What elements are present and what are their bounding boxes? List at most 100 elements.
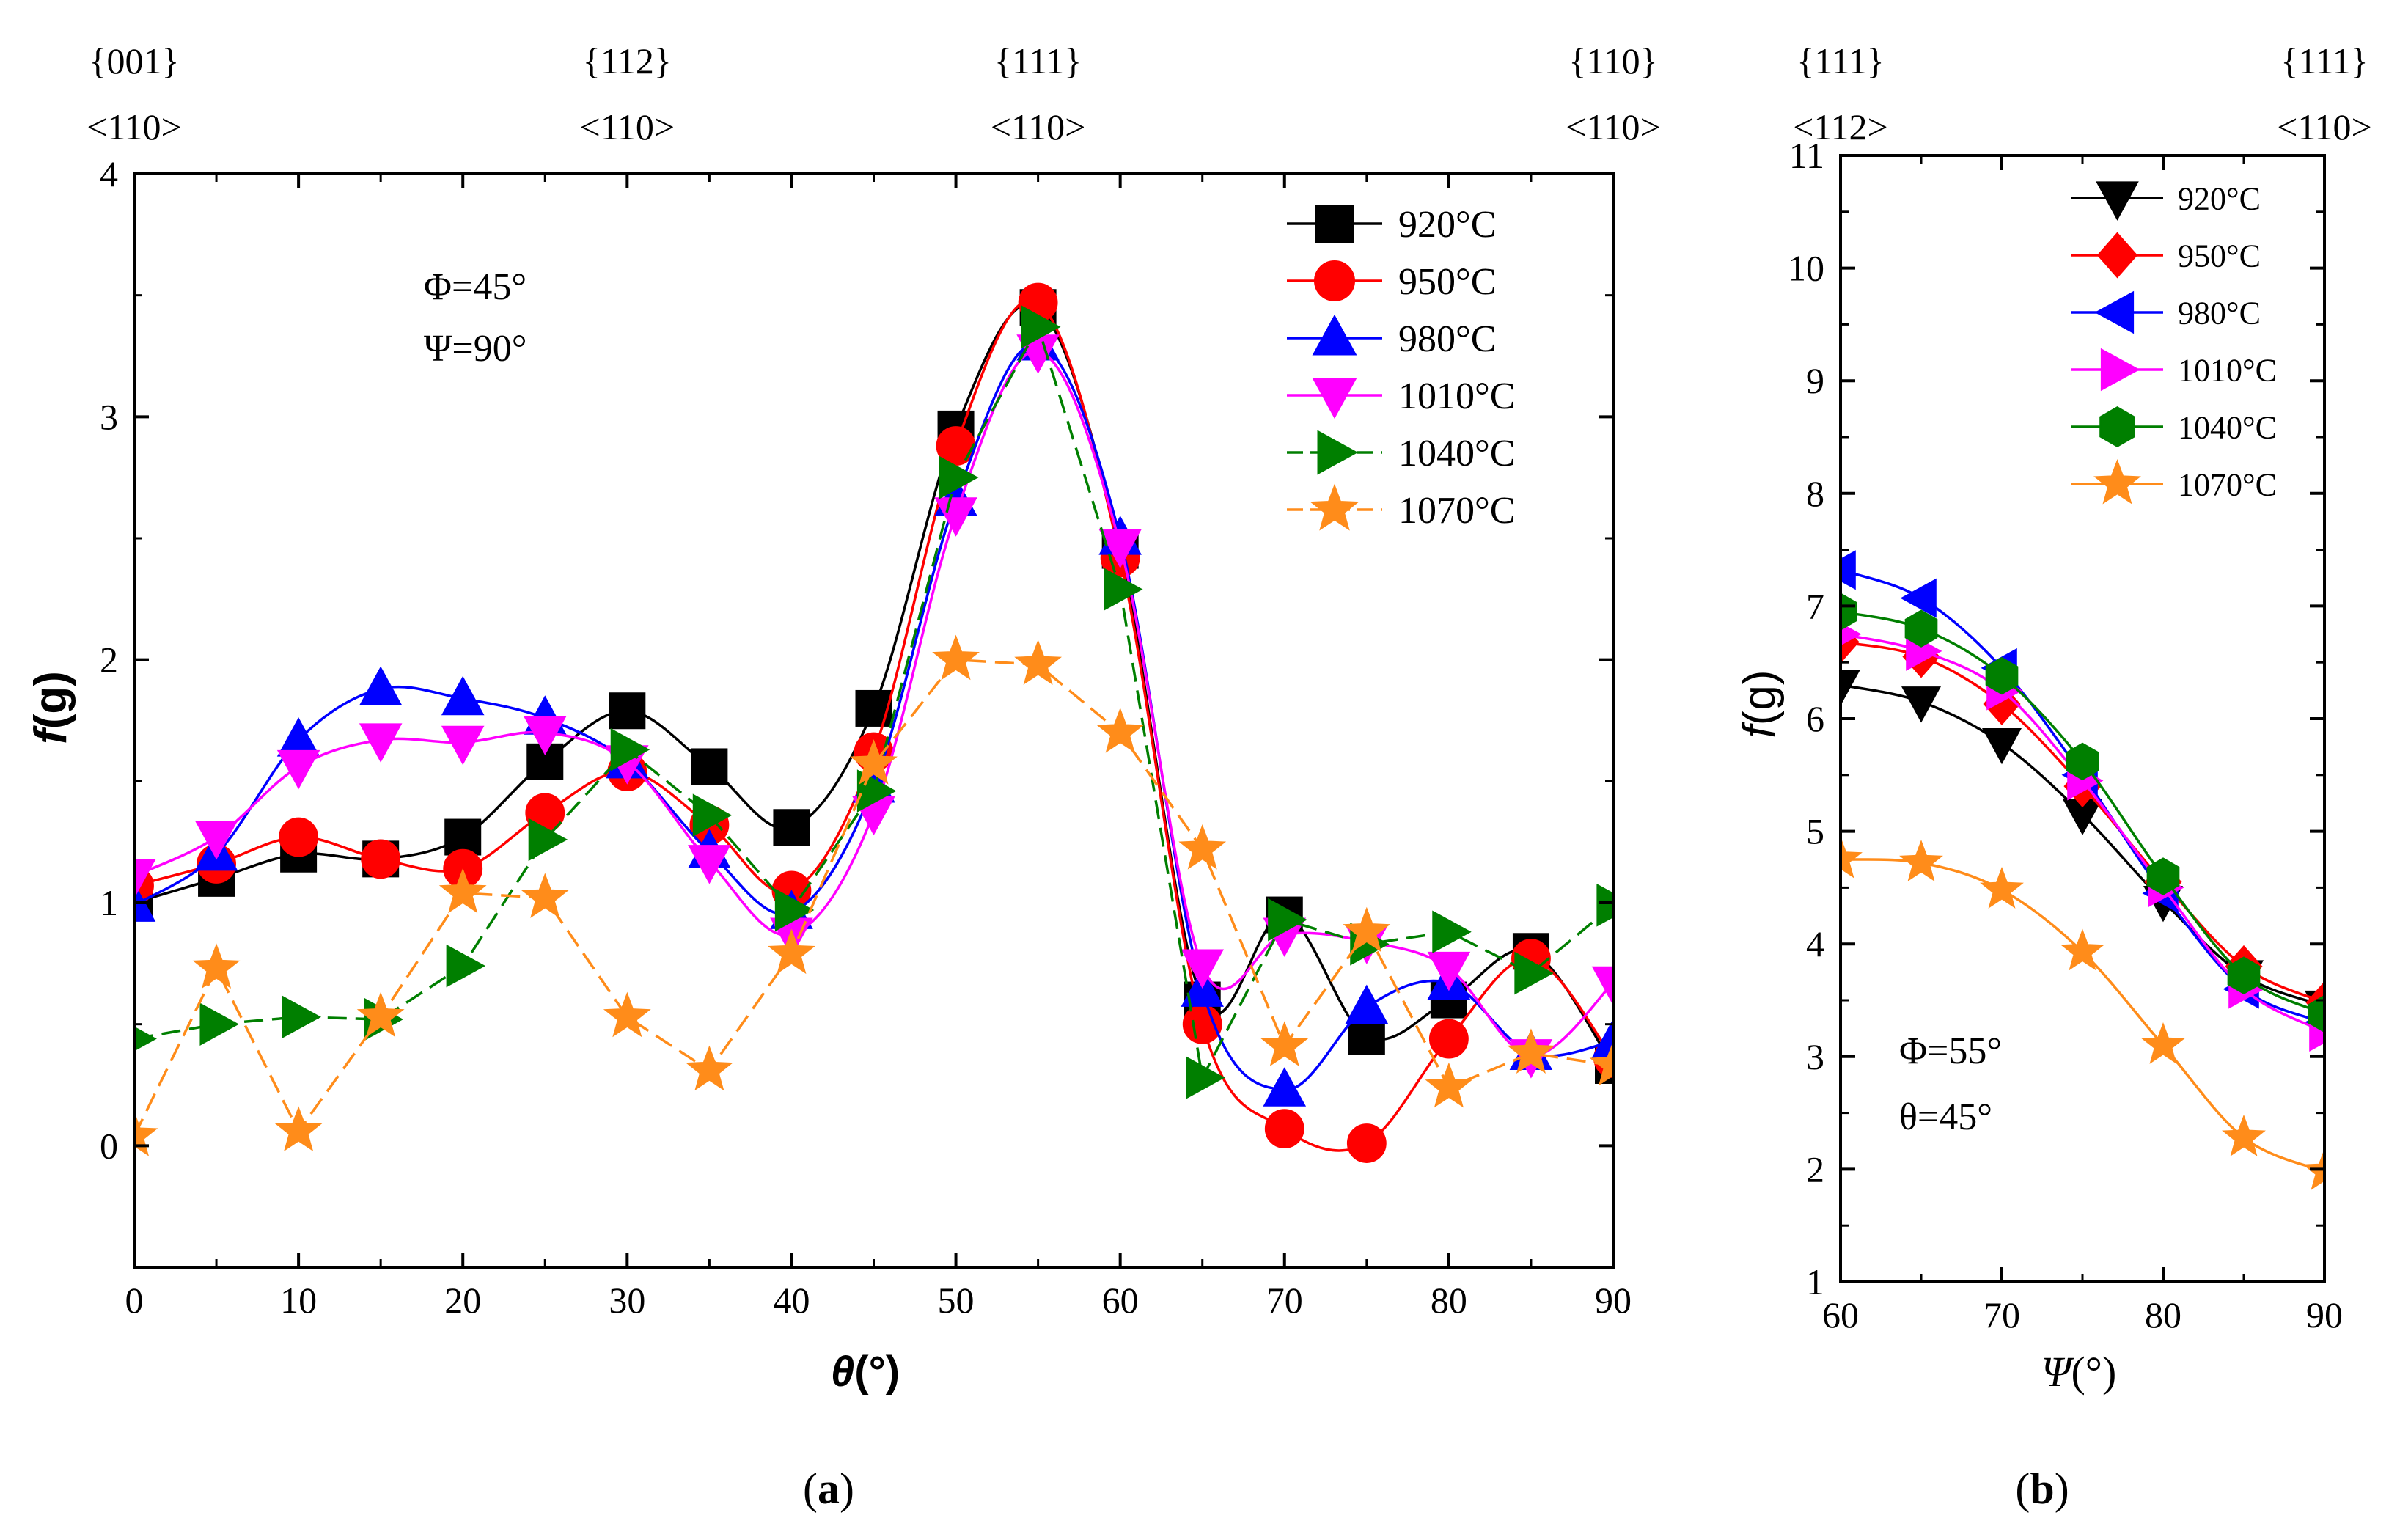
axes-a: 0 10 20 30 40 50 60 70 80 90 0 1 2 3 4 xyxy=(100,153,1632,1321)
top-label-direction-a: <110> xyxy=(87,106,182,147)
data-point-a-1070 xyxy=(1507,1028,1555,1074)
data-point-a-1040 xyxy=(199,1002,239,1046)
y-tick-label-b: 1 xyxy=(1806,1261,1824,1302)
data-point-a-920 xyxy=(773,809,810,846)
legend-item-b-1070: 1070°C xyxy=(2071,458,2277,505)
legend-marker xyxy=(1315,205,1354,243)
legend-marker xyxy=(2100,348,2140,392)
data-point-a-1010 xyxy=(276,749,320,790)
legend-label: 1040°C xyxy=(2178,409,2277,445)
legend-item-a-920: 920°C xyxy=(1287,204,1496,246)
data-point-a-1010 xyxy=(523,716,567,755)
x-tick-label-a: 70 xyxy=(1266,1280,1303,1321)
y-tick-label-b: 11 xyxy=(1789,135,1824,176)
data-point-a-1040 xyxy=(1021,305,1061,349)
data-point-a-1070 xyxy=(1589,1040,1613,1086)
data-point-b-1040 xyxy=(2146,857,2180,895)
data-point-a-1010 xyxy=(134,859,156,899)
data-point-a-1070 xyxy=(521,873,569,918)
legend-label: 1040°C xyxy=(1398,433,1515,474)
chart-panel-a: 0 10 20 30 40 50 60 70 80 90 0 1 2 3 4 {001} <110> {112}… xyxy=(26,40,1661,1513)
legend-item-b-950: 950°C xyxy=(2071,232,2261,279)
legend-label: 920°C xyxy=(2178,180,2261,216)
data-point-b-1040 xyxy=(1841,593,1857,631)
legend-label: 950°C xyxy=(1398,261,1496,303)
chart-panel-b: 60 70 80 90 1 2 3 4 5 6 7 8 9 10 11 {111} <112> {111} <11… xyxy=(1734,40,2372,1513)
data-point-a-1010 xyxy=(1427,951,1471,991)
x-tick-label-a: 30 xyxy=(609,1280,645,1321)
data-point-b-1040 xyxy=(1985,656,2019,695)
data-point-a-1040 xyxy=(939,455,979,499)
y-tick-label-b: 9 xyxy=(1806,360,1824,401)
data-point-a-1040 xyxy=(1514,951,1554,995)
legend-item-a-980: 980°C xyxy=(1287,314,1496,360)
data-point-a-1040 xyxy=(134,1026,157,1052)
data-point-a-920 xyxy=(691,748,728,785)
legend-marker xyxy=(2096,232,2138,279)
data-point-a-1070 xyxy=(1260,1021,1309,1067)
data-point-a-1010 xyxy=(1591,966,1613,1006)
legend-marker xyxy=(1310,483,1359,531)
legend-marker xyxy=(2096,181,2139,221)
x-tick-label-a: 60 xyxy=(1102,1280,1139,1321)
data-point-a-950 xyxy=(1346,1123,1387,1163)
series-b-1040 xyxy=(1841,593,2324,1033)
legend-label: 1010°C xyxy=(2178,352,2277,388)
y-tick-label-b: 5 xyxy=(1806,811,1824,852)
y-tick-label-b: 4 xyxy=(1806,923,1824,964)
panel-label-a: (a) xyxy=(803,1464,854,1513)
y-tick-label-a: 1 xyxy=(100,882,118,923)
data-point-a-950 xyxy=(1264,1109,1304,1149)
data-point-b-920 xyxy=(1982,727,2022,765)
y-tick-label-a: 4 xyxy=(100,153,118,194)
data-point-a-1040 xyxy=(1432,910,1472,954)
y-tick-label-a: 2 xyxy=(100,639,118,681)
top-orientation-labels-a: {001} <110> {112} <110> {111} <110> {110} <110> xyxy=(87,40,1661,147)
annotation-psi-a: Ψ=90° xyxy=(424,328,527,370)
x-axis-title-a: θ(°) xyxy=(831,1348,900,1396)
data-point-a-1070 xyxy=(1178,824,1227,870)
data-point-a-1040 xyxy=(528,818,568,862)
series-layer-b xyxy=(1841,550,2324,1190)
data-point-a-1070 xyxy=(274,1106,323,1152)
data-point-a-1070 xyxy=(1014,639,1062,685)
legend-item-a-1040: 1040°C xyxy=(1287,430,1515,475)
x-axis-title-b: Ψ(°) xyxy=(2041,1348,2117,1396)
top-label-plane-a: {110} xyxy=(1568,40,1657,81)
data-point-a-1070 xyxy=(356,991,405,1038)
x-tick-label-b: 60 xyxy=(1822,1294,1859,1335)
data-point-a-1010 xyxy=(359,723,403,763)
data-point-a-920 xyxy=(855,689,892,727)
data-point-a-1010 xyxy=(934,497,977,537)
legend-label: 1070°C xyxy=(2178,466,2277,502)
top-label-plane-b: {111} xyxy=(1797,40,1884,81)
legend-item-b-1010: 1010°C xyxy=(2071,348,2277,392)
top-label-direction-b: <112> xyxy=(1793,106,1888,147)
data-point-b-980 xyxy=(1900,578,1937,618)
data-point-a-1070 xyxy=(1343,906,1391,953)
series-a-1070 xyxy=(134,634,1613,1156)
data-point-a-980 xyxy=(1345,984,1389,1024)
legend-item-b-920: 920°C xyxy=(2071,180,2261,221)
data-point-a-950 xyxy=(361,839,401,879)
y-tick-label-b: 2 xyxy=(1806,1148,1824,1189)
data-point-a-950 xyxy=(279,817,319,857)
data-point-a-1070 xyxy=(932,634,980,681)
data-point-b-920 xyxy=(1841,670,1860,706)
y-axis-title-a: f(g) xyxy=(26,671,76,744)
data-point-a-1040 xyxy=(282,995,321,1039)
legend-b: 920°C 950°C 980°C 1010°C 1040°C 1070°C xyxy=(2071,180,2277,505)
data-point-a-1040 xyxy=(1104,568,1143,611)
data-point-a-1040 xyxy=(692,793,733,837)
legend-label: 1010°C xyxy=(1398,375,1515,417)
data-point-b-1070 xyxy=(1980,867,2024,909)
data-point-a-980 xyxy=(441,675,485,716)
annotation-theta-b: θ=45° xyxy=(1899,1096,1992,1138)
top-label-plane-a: {001} xyxy=(89,40,180,81)
legend-label: 950°C xyxy=(2178,238,2261,274)
y-tick-label-a: 0 xyxy=(100,1125,118,1166)
data-point-a-1040 xyxy=(1596,884,1613,927)
top-label-direction-a: <110> xyxy=(580,106,675,147)
data-point-a-950 xyxy=(1182,1004,1222,1044)
